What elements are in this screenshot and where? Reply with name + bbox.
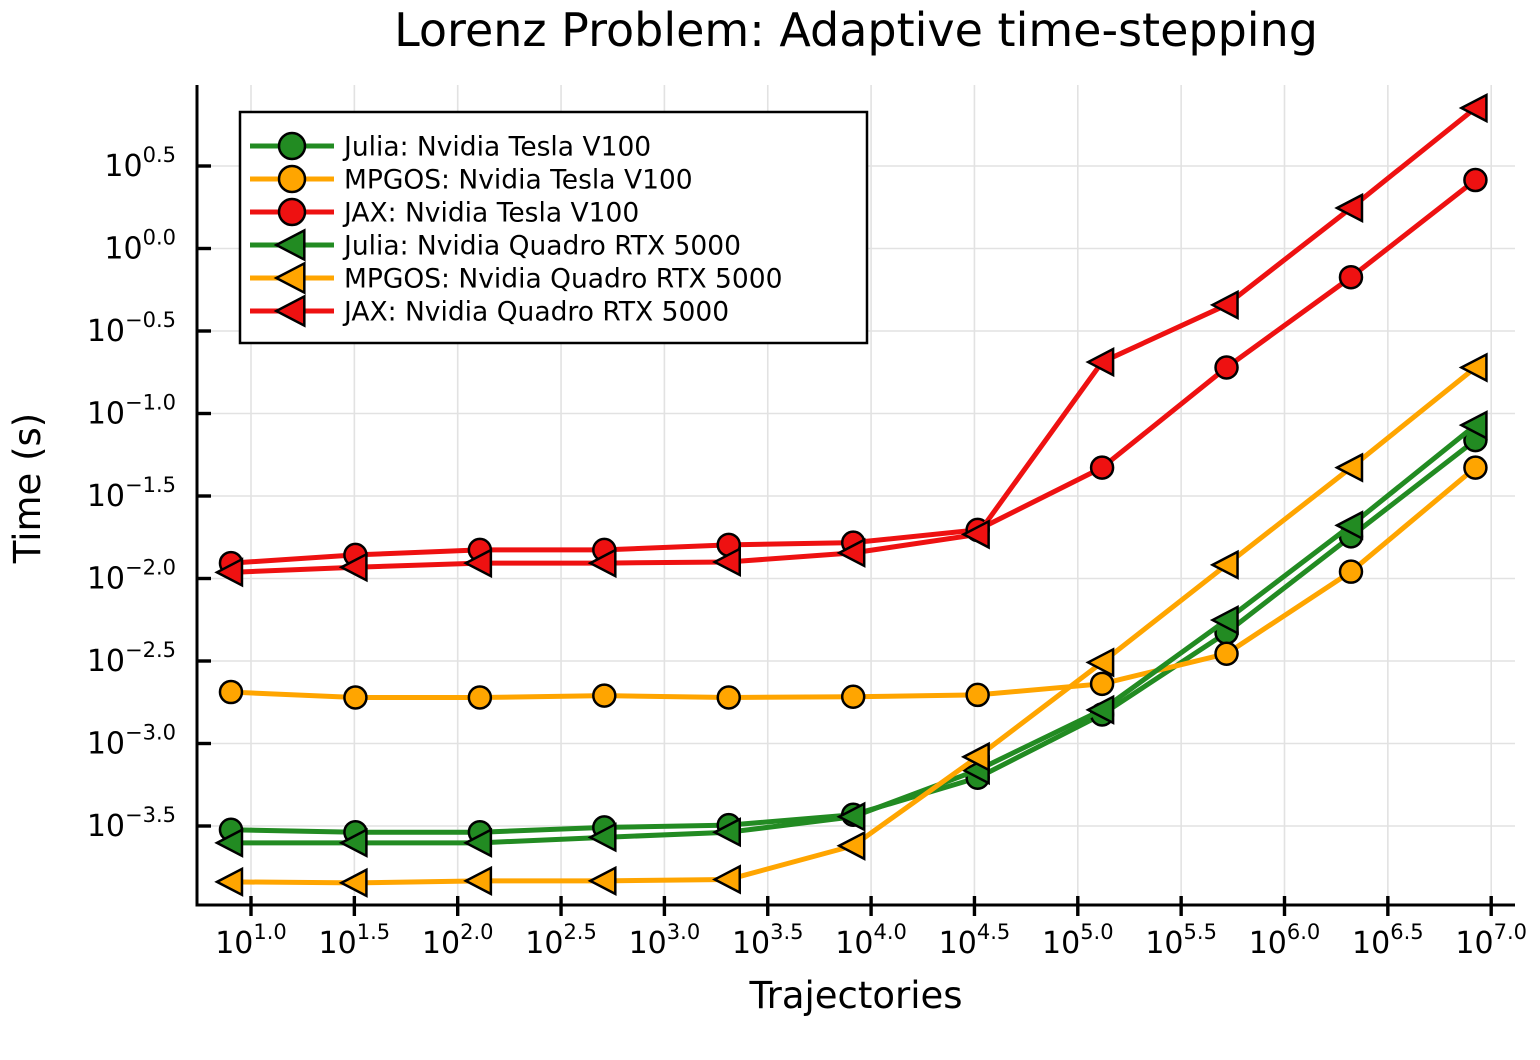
data-point-1 (716, 685, 742, 710)
x-tick-label: 106.5 (1352, 920, 1424, 961)
series-line-3 (230, 423, 1477, 846)
data-point-4 (214, 866, 244, 897)
data-point-4 (587, 865, 617, 896)
legend-label: JAX: Nvidia Tesla V100 (342, 198, 639, 229)
legend-label: Julia: Nvidia Tesla V100 (342, 132, 651, 163)
data-point-5 (338, 552, 368, 583)
data-point-1 (1338, 559, 1364, 584)
data-point-5 (1458, 92, 1488, 124)
data-point-2 (1463, 167, 1488, 193)
data-point-1 (343, 685, 368, 710)
data-point-3 (1334, 510, 1364, 541)
legend-label: MPGOS: Nvidia Quadro RTX 5000 (344, 264, 782, 295)
series-group (214, 92, 1488, 898)
legend-label: Julia: Nvidia Quadro RTX 5000 (342, 231, 741, 262)
legend-box (238, 110, 869, 345)
axes (195, 85, 1515, 916)
circle-marker-icon (277, 131, 307, 161)
data-point-1 (592, 683, 617, 708)
legend-label: MPGOS: Nvidia Tesla V100 (344, 165, 693, 196)
data-point-2 (1089, 455, 1115, 480)
data-point-1 (467, 685, 493, 710)
legend-label: JAX: Nvidia Quadro RTX 5000 (342, 297, 729, 328)
data-point-3 (712, 817, 742, 848)
y-tick-label: 10−2.5 (87, 638, 176, 679)
circle-marker-icon (277, 164, 307, 194)
x-tick-label: 106.0 (1249, 920, 1321, 961)
y-tick-label: 10−1.5 (87, 473, 176, 514)
triangle-left-marker-icon (273, 294, 306, 328)
data-point-3 (1458, 410, 1488, 441)
data-point-3 (338, 827, 368, 858)
chart-title: Lorenz Problem: Adaptive time-stepping (394, 3, 1318, 57)
legend-item-5: JAX: Nvidia Quadro RTX 5000 (250, 294, 729, 328)
data-point-4 (1334, 452, 1364, 483)
data-point-3 (463, 827, 493, 858)
x-tick-label: 101.0 (215, 920, 287, 961)
y-axis-label: Time (s) (6, 413, 49, 564)
legend-item-2: JAX: Nvidia Tesla V100 (250, 198, 639, 229)
x-tick-label: 103.0 (629, 920, 701, 961)
data-point-1 (965, 682, 990, 708)
data-point-5 (587, 548, 617, 579)
data-point-3 (1085, 694, 1115, 725)
x-tick-label: 102.0 (422, 920, 494, 961)
data-point-3 (836, 801, 866, 832)
data-point-4 (1085, 647, 1115, 678)
data-point-4 (836, 830, 866, 861)
data-point-5 (1334, 192, 1364, 224)
x-tick-label: 103.5 (732, 920, 804, 961)
data-point-2 (1214, 355, 1239, 380)
y-tick-label: 10−2.0 (87, 556, 176, 597)
data-point-4 (960, 741, 990, 772)
x-tick-label: 104.5 (939, 920, 1011, 961)
legend-item-0: Julia: Nvidia Tesla V100 (250, 132, 651, 163)
y-tick-label: 10−3.5 (87, 803, 176, 844)
y-tick-label: 10−3.0 (87, 721, 176, 762)
x-tick-label: 104.0 (835, 920, 907, 961)
data-point-1 (840, 684, 866, 710)
data-point-1 (1463, 455, 1488, 480)
circle-marker-icon (277, 197, 307, 227)
data-point-4 (1458, 352, 1488, 383)
data-point-5 (836, 537, 866, 568)
data-point-5 (1085, 347, 1115, 378)
data-point-5 (960, 519, 990, 550)
x-axis-label: Trajectories (748, 974, 962, 1017)
data-point-2 (1338, 264, 1364, 290)
y-tick-label: 10−0.5 (87, 308, 176, 349)
tick-labels: 101.0 101.5 102.0 102.5 103.0 103.5 104.0 104.5… (87, 143, 1527, 961)
data-point-4 (712, 864, 742, 895)
legend-item-3: Julia: Nvidia Quadro RTX 5000 (250, 228, 741, 262)
data-point-4 (338, 867, 368, 898)
data-point-3 (214, 827, 244, 858)
x-tick-label: 107.0 (1455, 920, 1527, 961)
data-point-3 (1209, 604, 1239, 636)
data-point-5 (214, 557, 244, 588)
data-point-3 (587, 822, 617, 853)
x-tick-label: 101.5 (319, 920, 391, 961)
data-point-4 (463, 865, 493, 896)
x-tick-label: 105.5 (1145, 920, 1217, 961)
x-tick-label: 102.5 (525, 920, 597, 961)
data-point-5 (712, 546, 742, 577)
data-point-1 (1089, 671, 1115, 697)
data-point-1 (218, 679, 244, 705)
data-point-4 (1209, 549, 1239, 580)
legend-item-4: MPGOS: Nvidia Quadro RTX 5000 (250, 261, 782, 295)
series-line-0 (230, 438, 1477, 835)
legend-item-1: MPGOS: Nvidia Tesla V100 (250, 165, 693, 196)
y-tick-label: 100.0 (104, 226, 176, 267)
triangle-left-marker-icon (273, 228, 306, 262)
y-tick-label: 100.5 (104, 143, 176, 184)
data-point-5 (1209, 289, 1239, 320)
data-point-5 (463, 548, 493, 579)
y-tick-label: 10−1.0 (87, 391, 176, 432)
triangle-left-marker-icon (273, 261, 306, 295)
x-tick-label: 105.0 (1042, 920, 1114, 961)
data-point-1 (1214, 641, 1239, 666)
